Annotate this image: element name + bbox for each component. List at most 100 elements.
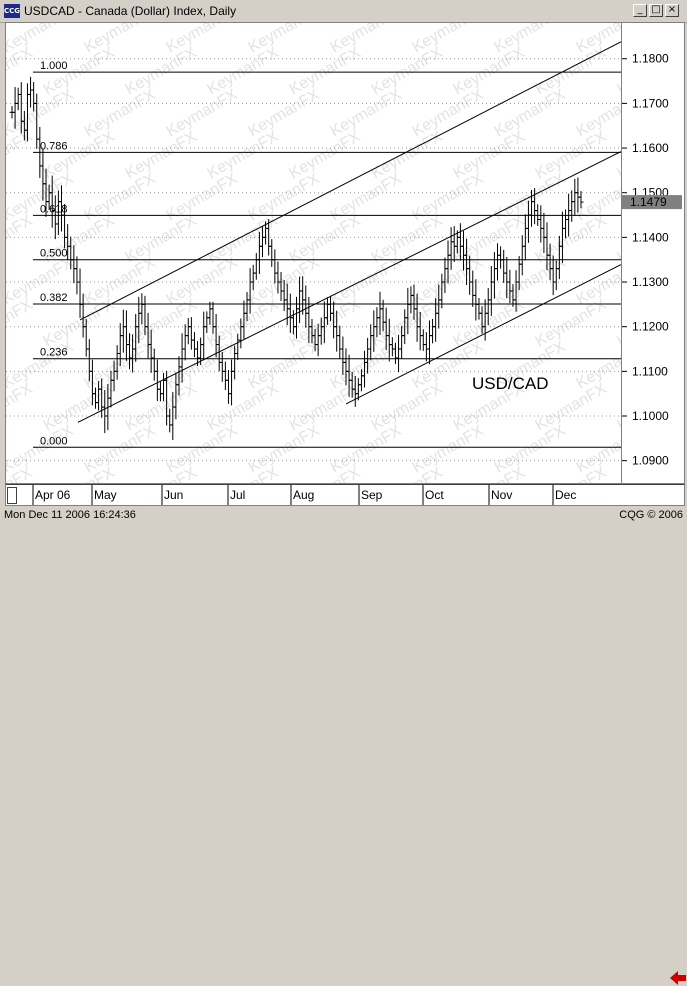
price-axis[interactable]: 1.0900 1.1000 1.1100 1.1200 1.1300 1.1400 1.15…: [622, 22, 685, 484]
month-label: Nov: [491, 488, 512, 502]
price-tick-label: 1.1600: [632, 141, 669, 155]
watermark-text: KeymanFX: [41, 464, 118, 483]
watermark-text: KeymanFX: [164, 422, 241, 476]
current-price-label: 1.1479: [630, 195, 667, 209]
trend-channel-line: [77, 151, 621, 423]
app-icon[interactable]: CCG: [4, 4, 20, 18]
ohlc-bar: [495, 243, 501, 281]
watermark-text: KeymanFX: [246, 86, 323, 140]
watermark-text: KeymanFX: [451, 464, 528, 483]
watermark-text: KeymanFX: [615, 212, 622, 266]
maximize-button[interactable]: □: [649, 4, 663, 17]
price-tick-label: 1.1300: [632, 275, 669, 289]
month-label: Apr 06: [35, 488, 71, 502]
watermark-text: KeymanFX: [451, 44, 528, 98]
month-label: Jul: [230, 488, 245, 502]
watermark-text: KeymanFX: [82, 422, 159, 476]
watermark-text: KeymanFX: [6, 422, 77, 476]
fibonacci-label: 0.618: [40, 203, 68, 215]
watermark-text: KeymanFX: [246, 23, 323, 56]
price-tick-label: 1.1800: [632, 52, 669, 66]
watermark-text: KeymanFX: [287, 44, 364, 98]
ohlc-bar: [52, 195, 58, 240]
channel-layer: [77, 41, 621, 423]
month-label: May: [94, 488, 117, 502]
price-chart[interactable]: KeymanFX KeymanFX KeymanFX KeymanFX KeymanFX…: [5, 22, 622, 484]
watermark-text: KeymanFX: [123, 464, 200, 483]
ohlc-bar: [225, 370, 231, 404]
red-left-arrow-icon[interactable]: [668, 970, 687, 986]
watermark-text: KeymanFX: [328, 338, 405, 392]
ohlc-bar: [519, 235, 525, 276]
ohlc-bar-layer: [9, 76, 584, 441]
watermark-text: KeymanFX: [246, 338, 323, 392]
status-datetime: Mon Dec 11 2006 16:24:36: [4, 509, 136, 521]
window-title: USDCAD - Canada (Dollar) Index, Daily: [24, 4, 237, 18]
watermark-text: KeymanFX: [451, 128, 528, 182]
ohlc-bar: [229, 359, 235, 406]
fibonacci-label: 1.000: [40, 60, 68, 72]
month-label: Oct: [425, 488, 444, 502]
price-chart-svg: KeymanFX KeymanFX KeymanFX KeymanFX KeymanFX…: [6, 23, 621, 483]
month-label: Aug: [293, 488, 314, 502]
close-button[interactable]: ×: [665, 4, 679, 17]
ohlc-bar: [139, 293, 145, 325]
price-tick-label: 1.1100: [632, 364, 668, 378]
ohlc-bar: [488, 266, 494, 316]
watermark-text: KeymanFX: [492, 254, 569, 308]
watermark-text: KeymanFX: [287, 128, 364, 182]
ohlc-bar: [182, 324, 188, 361]
ohlc-bar: [303, 285, 309, 328]
watermark-text: KeymanFX: [41, 380, 118, 434]
watermark-text: KeymanFX: [6, 170, 77, 224]
ohlc-bar: [426, 320, 432, 365]
ohlc-bar: [448, 227, 454, 270]
watermark-text: KeymanFX: [410, 86, 487, 140]
trend-channel-line: [79, 41, 621, 321]
watermark-text: KeymanFX: [369, 128, 446, 182]
price-tick-label: 1.1700: [632, 96, 669, 110]
watermark-text: KeymanFX: [205, 380, 282, 434]
price-tick-label: 1.0900: [632, 454, 669, 468]
ohlc-bar: [569, 190, 575, 222]
ohlc-bar: [253, 253, 259, 280]
watermark-text: KeymanFX: [533, 128, 610, 182]
watermark-text: KeymanFX: [164, 23, 241, 56]
watermark-text: KeymanFX: [328, 23, 405, 56]
ohlc-bar: [423, 332, 429, 362]
ohlc-bar: [222, 361, 228, 391]
price-tick-label: 1.1400: [632, 230, 669, 244]
watermark-text: KeymanFX: [41, 128, 118, 182]
watermark-text: KeymanFX: [205, 128, 282, 182]
watermark-text: KeymanFX: [164, 170, 241, 224]
watermark-text: KeymanFX: [369, 380, 446, 434]
ohlc-bar: [74, 256, 80, 295]
status-copyright: CQG © 2006: [619, 509, 683, 521]
ohlc-bar: [501, 249, 507, 283]
watermark-text: KeymanFX: [287, 464, 364, 483]
watermark-text: KeymanFX: [82, 23, 159, 56]
ohlc-bar: [188, 317, 194, 350]
watermark-text: KeymanFX: [287, 212, 364, 266]
minimize-button[interactable]: _: [633, 4, 647, 17]
ohlc-bar: [185, 318, 191, 345]
title-bar[interactable]: CCG USDCAD - Canada (Dollar) Index, Dail…: [0, 0, 687, 23]
ohlc-bar: [269, 239, 275, 267]
watermark-text: KeymanFX: [410, 422, 487, 476]
watermark-text: KeymanFX: [82, 86, 159, 140]
watermark-text: KeymanFX: [123, 128, 200, 182]
watermark-text: KeymanFX: [164, 338, 241, 392]
watermark-text: KeymanFX: [205, 212, 282, 266]
watermark-text: KeymanFX: [369, 464, 446, 483]
ohlc-bar: [15, 87, 21, 111]
price-tick-label: 1.1000: [632, 409, 669, 423]
scroll-position-box[interactable]: [7, 487, 17, 504]
fibonacci-label: 0.000: [40, 435, 68, 447]
time-axis-svg: Apr 06 May Jun Jul Aug Sep Oct Nov Dec: [32, 485, 576, 505]
price-axis-svg: 1.09001.10001.11001.12001.13001.14001.15…: [622, 52, 682, 468]
watermark-text: KeymanFX: [410, 23, 487, 56]
time-axis[interactable]: Apr 06 May Jun Jul Aug Sep Oct Nov Dec: [5, 484, 686, 985]
watermark-text: KeymanFX: [369, 44, 446, 98]
watermark-text: KeymanFX: [6, 86, 77, 140]
